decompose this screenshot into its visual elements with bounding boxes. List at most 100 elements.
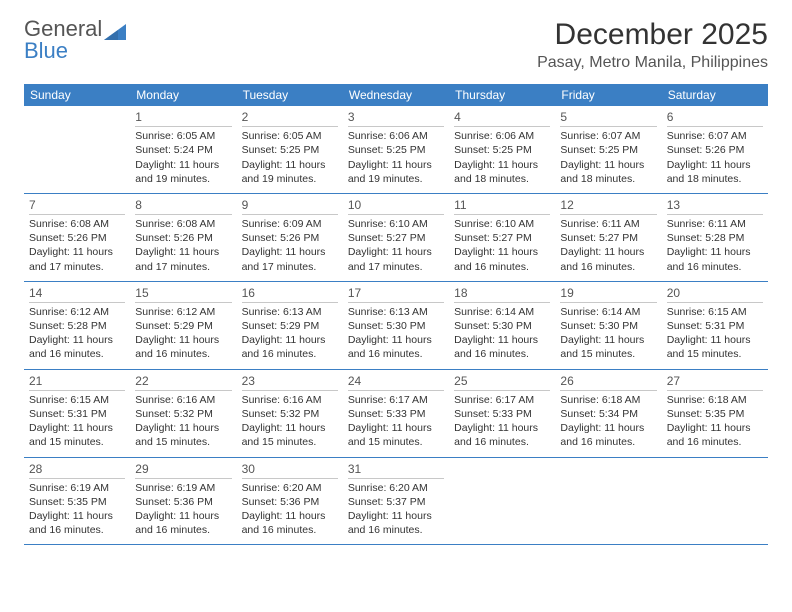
sunrise-text: Sunrise: 6:11 AM: [667, 217, 763, 231]
calendar: SundayMondayTuesdayWednesdayThursdayFrid…: [24, 84, 768, 545]
week-row: 28 Sunrise: 6:19 AMSunset: 5:35 PM Dayligh…: [24, 458, 768, 546]
week-row: 21Sunrise: 6:15 AMSunset: 5:31 PMDayligh…: [24, 370, 768, 458]
sunrise-text: Sunrise: 6:18 AM: [560, 393, 656, 407]
day-cell: 4Sunrise: 6:06 AMSunset: 5:25 PMDaylight…: [449, 106, 555, 193]
daylight-text: Daylight: 11 hours and 16 minutes.: [242, 509, 338, 537]
day-number: 8: [135, 197, 231, 215]
day-number: 16: [242, 285, 338, 303]
day-number: [560, 461, 656, 476]
day-cell: 26Sunrise: 6:18 AMSunset: 5:34 PMDayligh…: [555, 370, 661, 457]
day-cell: 3Sunrise: 6:06 AMSunset: 5:25 PMDaylight…: [343, 106, 449, 193]
day-number: 5: [560, 109, 656, 127]
day-number: 29: [135, 461, 231, 479]
day-number: 9: [242, 197, 338, 215]
sunset-text: Sunset: 5:36 PM: [135, 495, 231, 509]
sunrise-text: Sunrise: 6:14 AM: [560, 305, 656, 319]
daylight-text: Daylight: 11 hours and 16 minutes.: [560, 245, 656, 273]
sunset-text: Sunset: 5:29 PM: [135, 319, 231, 333]
daylight-text: Daylight: 11 hours and 18 minutes.: [560, 158, 656, 186]
daylight-text: Daylight: 11 hours and 17 minutes.: [348, 245, 444, 273]
sunrise-text: Sunrise: 6:15 AM: [29, 393, 125, 407]
day-cell: 29Sunrise: 6:19 AMSunset: 5:36 PMDayligh…: [130, 458, 236, 545]
day-cell: 18Sunrise: 6:14 AMSunset: 5:30 PMDayligh…: [449, 282, 555, 369]
daylight-text: Daylight: 11 hours and 15 minutes.: [667, 333, 763, 361]
day-cell: 31Sunrise: 6:20 AMSunset: 5:37 PMDayligh…: [343, 458, 449, 545]
sunrise-text: Sunrise: 6:05 AM: [242, 129, 338, 143]
logo-text-blue: Blue: [24, 40, 68, 62]
day-number: 30: [242, 461, 338, 479]
sunrise-text: Sunrise: 6:13 AM: [348, 305, 444, 319]
day-number: 1: [135, 109, 231, 127]
day-number: 25: [454, 373, 550, 391]
daylight-text: Daylight: 11 hours and 15 minutes.: [242, 421, 338, 449]
sunset-text: Sunset: 5:37 PM: [348, 495, 444, 509]
weekday-cell: Saturday: [662, 84, 768, 106]
day-cell: 25Sunrise: 6:17 AMSunset: 5:33 PMDayligh…: [449, 370, 555, 457]
sunset-text: Sunset: 5:31 PM: [667, 319, 763, 333]
sunrise-text: Sunrise: 6:10 AM: [348, 217, 444, 231]
sunrise-text: Sunrise: 6:05 AM: [135, 129, 231, 143]
day-number: 22: [135, 373, 231, 391]
day-number: 28: [29, 461, 125, 479]
sunset-text: Sunset: 5:33 PM: [454, 407, 550, 421]
sunset-text: Sunset: 5:27 PM: [348, 231, 444, 245]
sunset-text: Sunset: 5:35 PM: [667, 407, 763, 421]
daylight-text: Daylight: 11 hours and 16 minutes.: [667, 421, 763, 449]
header: General Blue December 2025 Pasay, Metro …: [24, 18, 768, 72]
sunset-text: Sunset: 5:26 PM: [242, 231, 338, 245]
week-row: 1Sunrise: 6:05 AMSunset: 5:24 PMDaylight…: [24, 106, 768, 194]
day-cell: 10Sunrise: 6:10 AMSunset: 5:27 PMDayligh…: [343, 194, 449, 281]
sunset-text: Sunset: 5:31 PM: [29, 407, 125, 421]
day-cell: 17Sunrise: 6:13 AMSunset: 5:30 PMDayligh…: [343, 282, 449, 369]
daylight-text: Daylight: 11 hours and 15 minutes.: [348, 421, 444, 449]
day-cell: 15Sunrise: 6:12 AMSunset: 5:29 PMDayligh…: [130, 282, 236, 369]
day-number: 7: [29, 197, 125, 215]
daylight-text: Daylight: 11 hours and 16 minutes.: [242, 333, 338, 361]
day-cell: 11Sunrise: 6:10 AMSunset: 5:27 PMDayligh…: [449, 194, 555, 281]
weekday-cell: Friday: [555, 84, 661, 106]
sunrise-text: Sunrise: 6:19 AM: [29, 481, 125, 495]
sunset-text: Sunset: 5:35 PM: [29, 495, 125, 509]
sunset-text: Sunset: 5:25 PM: [242, 143, 338, 157]
daylight-text: Daylight: 11 hours and 15 minutes.: [560, 333, 656, 361]
day-number: 3: [348, 109, 444, 127]
day-number: 14: [29, 285, 125, 303]
day-cell: 21Sunrise: 6:15 AMSunset: 5:31 PMDayligh…: [24, 370, 130, 457]
daylight-text: Daylight: 11 hours and 16 minutes.: [348, 333, 444, 361]
daylight-text: Daylight: 11 hours and 16 minutes.: [454, 333, 550, 361]
day-number: 18: [454, 285, 550, 303]
day-cell: [449, 458, 555, 545]
sunset-text: Sunset: 5:36 PM: [242, 495, 338, 509]
day-number: [454, 461, 550, 476]
logo-text-stack: General Blue: [24, 18, 126, 62]
sunrise-text: Sunrise: 6:16 AM: [135, 393, 231, 407]
day-number: [29, 109, 125, 124]
sunrise-text: Sunrise: 6:20 AM: [242, 481, 338, 495]
day-number: 15: [135, 285, 231, 303]
daylight-text: Daylight: 11 hours and 16 minutes.: [454, 421, 550, 449]
sunset-text: Sunset: 5:30 PM: [560, 319, 656, 333]
day-number: 23: [242, 373, 338, 391]
day-number: 6: [667, 109, 763, 127]
day-cell: 7Sunrise: 6:08 AMSunset: 5:26 PMDaylight…: [24, 194, 130, 281]
sunrise-text: Sunrise: 6:12 AM: [29, 305, 125, 319]
weekday-cell: Thursday: [449, 84, 555, 106]
title-block: December 2025 Pasay, Metro Manila, Phili…: [537, 18, 768, 72]
sunset-text: Sunset: 5:33 PM: [348, 407, 444, 421]
weekday-cell: Monday: [130, 84, 236, 106]
day-cell: 22Sunrise: 6:16 AMSunset: 5:32 PMDayligh…: [130, 370, 236, 457]
sunset-text: Sunset: 5:25 PM: [560, 143, 656, 157]
sunset-text: Sunset: 5:30 PM: [348, 319, 444, 333]
sunrise-text: Sunrise: 6:06 AM: [348, 129, 444, 143]
day-cell: 1Sunrise: 6:05 AMSunset: 5:24 PMDaylight…: [130, 106, 236, 193]
weekday-cell: Sunday: [24, 84, 130, 106]
daylight-text: Daylight: 11 hours and 19 minutes.: [348, 158, 444, 186]
sunrise-text: Sunrise: 6:08 AM: [135, 217, 231, 231]
weeks-container: 1Sunrise: 6:05 AMSunset: 5:24 PMDaylight…: [24, 106, 768, 545]
day-cell: 30 Sunrise: 6:20 AMSunset: 5:36 PMDayligh…: [237, 458, 343, 545]
sunrise-text: Sunrise: 6:13 AM: [242, 305, 338, 319]
sunrise-text: Sunrise: 6:11 AM: [560, 217, 656, 231]
sunset-text: Sunset: 5:28 PM: [29, 319, 125, 333]
month-title: December 2025: [537, 18, 768, 52]
sunset-text: Sunset: 5:27 PM: [454, 231, 550, 245]
